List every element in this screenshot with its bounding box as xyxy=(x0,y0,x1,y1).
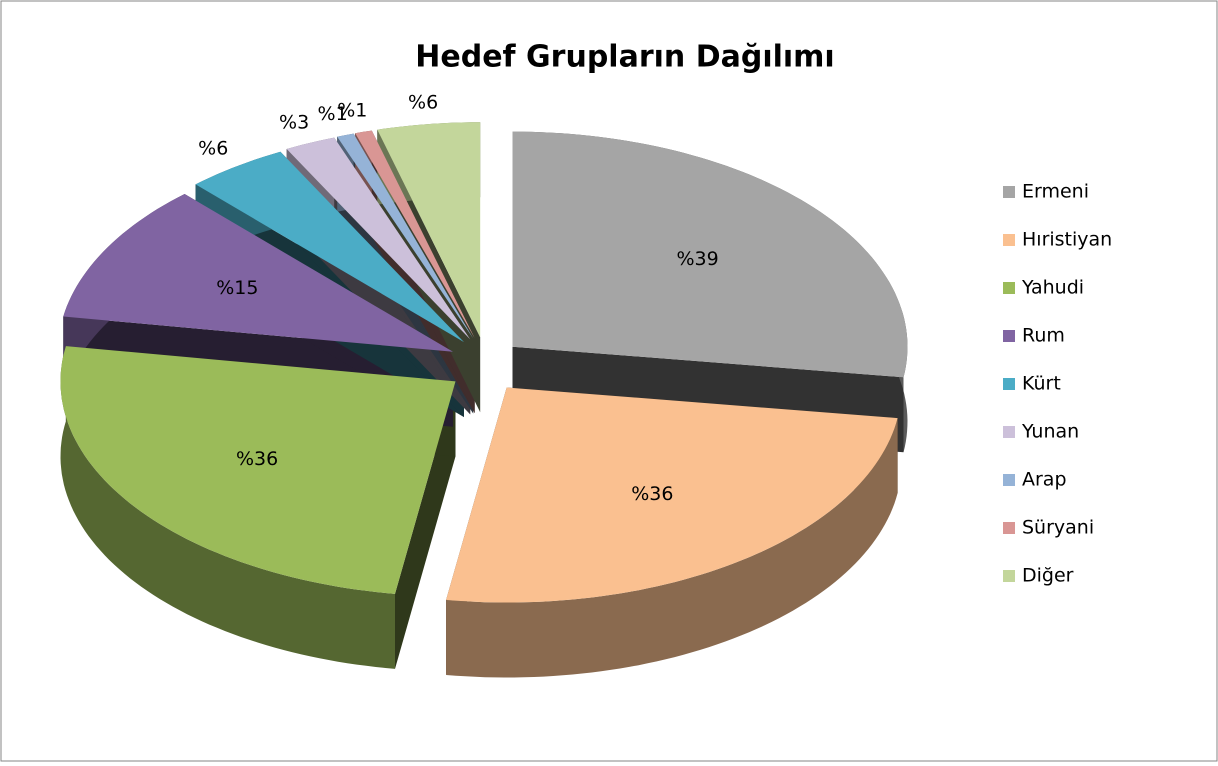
chart-title: Hedef Grupların Dağılımı xyxy=(415,40,834,75)
slice-top xyxy=(60,346,456,594)
legend-swatch xyxy=(1003,234,1015,246)
slice-top xyxy=(286,137,471,340)
slice-side xyxy=(446,418,898,678)
data-label: %3 xyxy=(279,112,309,134)
data-label: %6 xyxy=(198,137,228,159)
legend-swatch xyxy=(1003,378,1015,390)
slice-top xyxy=(63,194,454,352)
legend-swatch xyxy=(1003,522,1015,534)
legend-label: Süryani xyxy=(1022,517,1094,539)
slice-top xyxy=(446,387,898,603)
data-label: %36 xyxy=(631,483,673,505)
legend-label: Yunan xyxy=(1021,421,1079,443)
data-label: %39 xyxy=(676,248,718,270)
slice-top xyxy=(377,122,481,338)
legend-swatch xyxy=(1003,282,1015,294)
data-label: %15 xyxy=(216,277,258,299)
data-label: %6 xyxy=(408,91,438,113)
slice-top xyxy=(512,131,908,378)
legend-label: Yahudi xyxy=(1021,277,1084,299)
legend-label: Diğer xyxy=(1022,565,1074,587)
legend-swatch xyxy=(1003,426,1015,438)
legend-label: Hıristiyan xyxy=(1022,229,1112,251)
data-label: %36 xyxy=(236,448,278,470)
slice-top xyxy=(195,151,464,343)
legend-swatch xyxy=(1003,330,1015,342)
data-label: %1 xyxy=(337,100,367,122)
legend-label: Ermeni xyxy=(1022,181,1089,203)
slice-tops xyxy=(60,122,908,603)
data-label: %1 xyxy=(318,103,348,125)
legend-label: Kürt xyxy=(1022,373,1061,395)
slice-top xyxy=(355,130,475,339)
slice-side xyxy=(60,346,395,669)
legend-label: Arap xyxy=(1022,469,1067,491)
legend-swatch xyxy=(1003,186,1015,198)
legend-label: Rum xyxy=(1022,325,1065,347)
legend-swatch xyxy=(1003,474,1015,486)
legend-swatch xyxy=(1003,570,1015,582)
slice-top xyxy=(337,133,474,339)
